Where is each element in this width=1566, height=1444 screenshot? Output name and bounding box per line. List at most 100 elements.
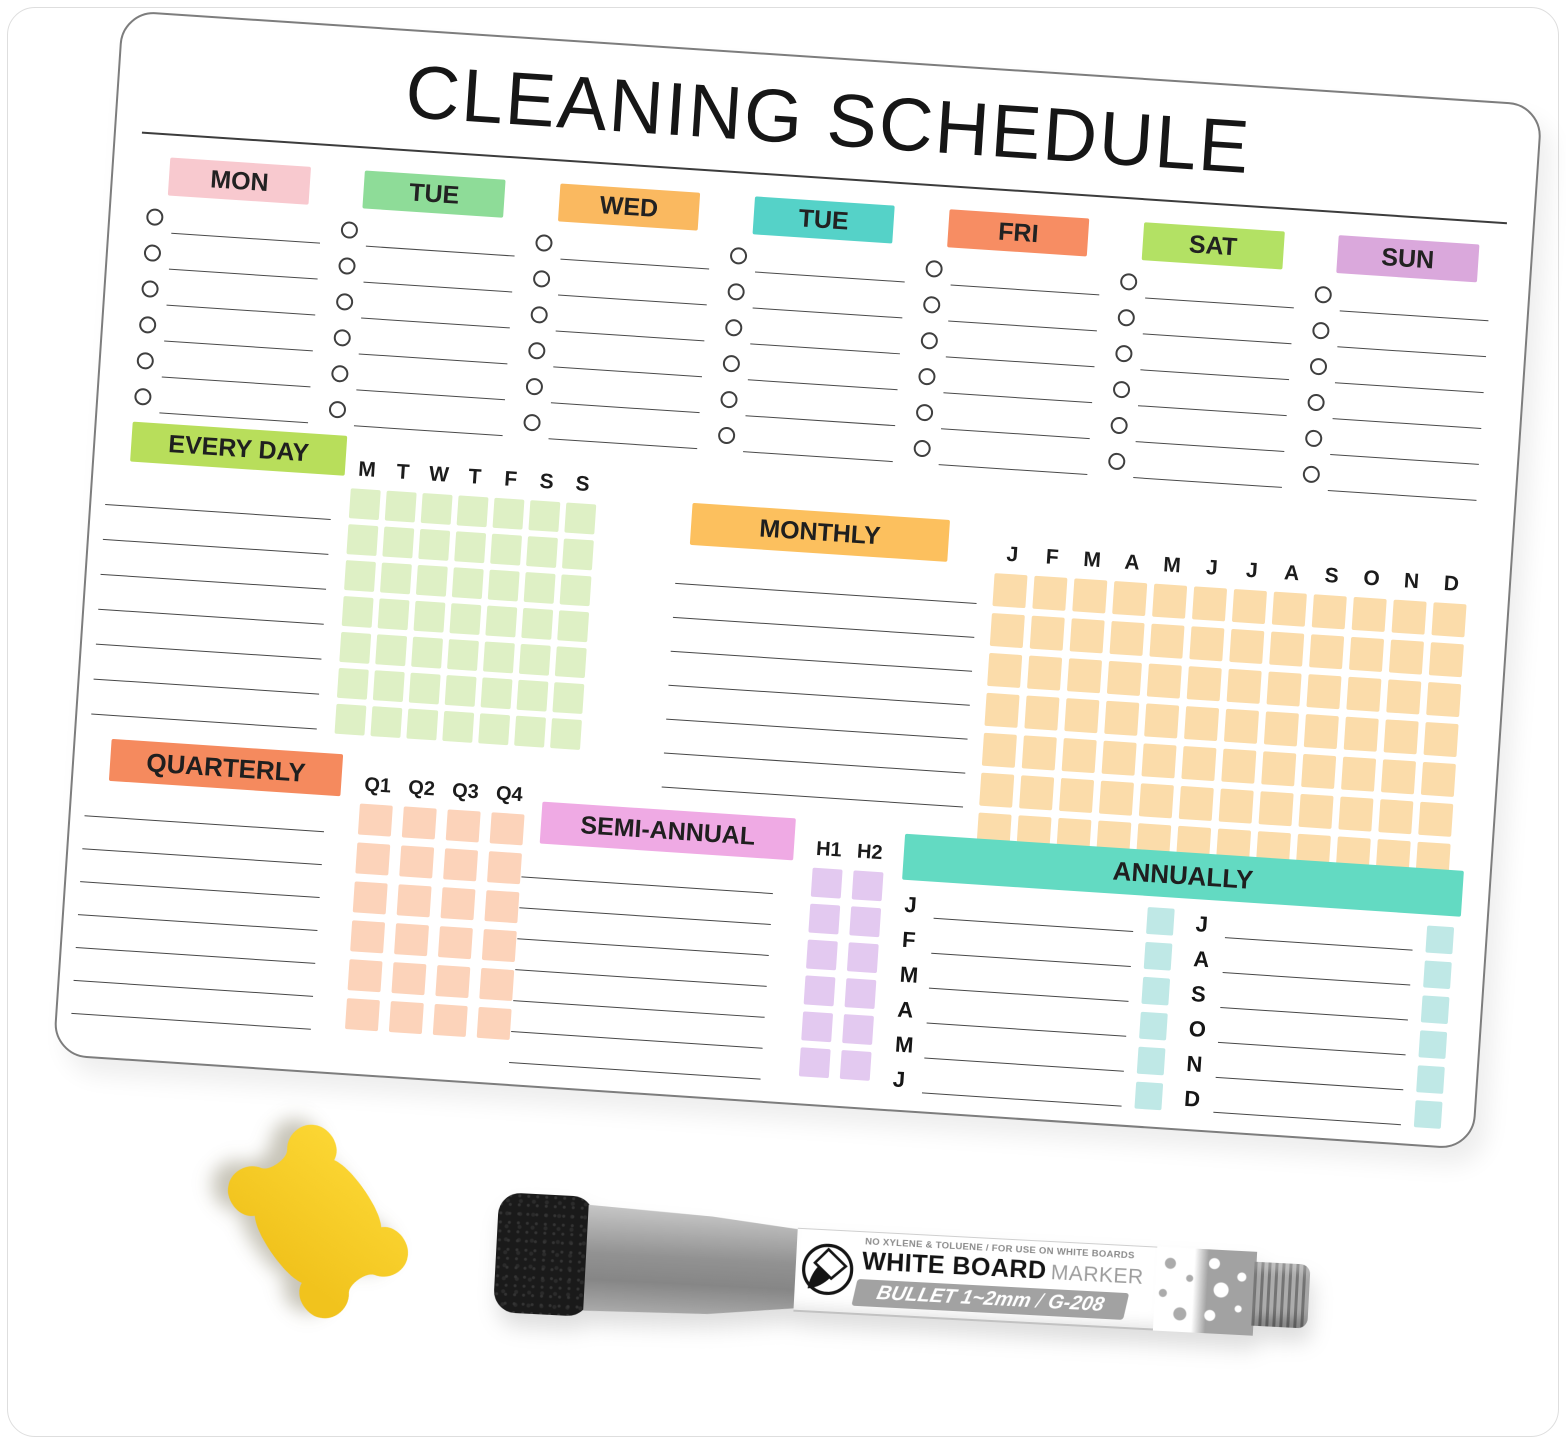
checkbox-circle — [1309, 357, 1328, 376]
day-header-tab: SAT — [1141, 222, 1285, 270]
grid-column-letter: A — [1123, 550, 1141, 575]
checkbox-circle — [725, 318, 744, 337]
annual-month-letter: J — [1194, 911, 1209, 937]
grid-check-cell — [1231, 588, 1268, 625]
grid-check-cell — [798, 1047, 831, 1079]
checkbox-circle — [1109, 416, 1128, 435]
marker-body-label: NO XYLENE & TOLUENE / FOR USE ON WHITE B… — [793, 1227, 1160, 1331]
grid-column-letter: H2 — [856, 840, 884, 864]
grid-check-cell — [1184, 706, 1220, 742]
grid-check-cell — [379, 562, 412, 595]
grid-check-cell — [564, 502, 597, 535]
annual-check-square — [1134, 1081, 1164, 1111]
grid-check-cell — [561, 538, 594, 571]
grid-check-cell — [1271, 591, 1307, 627]
checkbox-circle — [330, 364, 350, 383]
grid-check-cell — [1024, 695, 1060, 731]
grid-check-cell — [413, 600, 446, 633]
grid-check-cell — [344, 560, 376, 592]
grid-column-letter: J — [1245, 558, 1259, 583]
annual-writing-line — [1213, 1111, 1401, 1126]
grid-column-letter: S — [574, 472, 591, 497]
grid-check-cell — [1423, 721, 1459, 758]
grid-cells — [976, 573, 1467, 877]
grid-column-letter: Q1 — [363, 773, 392, 798]
annual-month-letter: J — [892, 1066, 906, 1093]
grid-check-cell — [1309, 634, 1345, 670]
grid-column-letter: S — [1323, 563, 1340, 588]
day-column: SUN — [1299, 234, 1501, 509]
grid-column-letter: J — [1005, 542, 1019, 567]
checkbox-circle — [333, 328, 352, 347]
checkbox-circle — [141, 279, 160, 299]
grid-check-cell — [1152, 583, 1188, 619]
grid-check-cell — [1388, 639, 1424, 675]
checkbox-circle — [136, 351, 155, 370]
grid-check-cell — [372, 670, 405, 703]
whiteboard-eraser — [202, 1097, 433, 1346]
grid-check-cell — [1346, 676, 1382, 712]
grid-check-cell — [480, 677, 513, 710]
grid-check-cell — [557, 610, 590, 643]
grid-check-cell — [420, 492, 453, 525]
checkbox-circle — [335, 292, 354, 311]
annual-month-letter: A — [896, 996, 915, 1023]
grid-cells — [344, 803, 525, 1040]
checkbox-circle — [1116, 308, 1136, 327]
every-day-lines — [91, 470, 333, 730]
checkbox-circle — [525, 377, 544, 396]
cleaning-schedule-whiteboard: CLEANING SCHEDULE MON TUE WED TUE FRI SAT SUN … — [52, 10, 1543, 1151]
grid-check-cell — [559, 574, 592, 607]
grid-check-cell — [408, 672, 441, 705]
grid-check-cell — [1226, 668, 1262, 704]
grid-check-cell — [384, 490, 417, 523]
grid-check-cell — [1418, 801, 1454, 837]
annual-check-square — [1425, 925, 1455, 955]
annual-check-square — [1413, 1100, 1443, 1129]
grid-check-cell — [516, 679, 549, 712]
grid-check-cell — [1021, 735, 1057, 771]
grid-check-cell — [1109, 620, 1145, 657]
whiteboard-marker: NO XYLENE & TOLUENE / FOR USE ON WHITE B… — [492, 1186, 1314, 1365]
grid-column-letter: T — [395, 460, 411, 485]
grid-check-cell — [1221, 748, 1257, 784]
grid-check-cell — [492, 497, 525, 530]
grid-check-cell — [487, 851, 522, 885]
grid-check-cell — [1027, 655, 1063, 691]
checkbox-circle — [915, 403, 934, 422]
grid-check-cell — [808, 903, 841, 935]
grid-check-cell — [1338, 796, 1374, 832]
grid-header-row: H1 H2 — [813, 836, 886, 867]
checkbox-circle — [133, 387, 152, 406]
grid-column-letter: W — [428, 462, 450, 487]
grid-check-cell — [357, 803, 393, 837]
checkbox-circle — [530, 305, 549, 324]
checkbox-circle — [535, 233, 554, 253]
quarterly-lines — [71, 783, 327, 1030]
grid-check-cell — [805, 939, 838, 971]
grid-check-cell — [481, 929, 517, 963]
checkbox-circle — [922, 295, 941, 314]
grid-check-cell — [1343, 716, 1379, 752]
writing-line — [743, 451, 893, 463]
eraser-bone-shape — [227, 1124, 409, 1319]
grid-check-cell — [528, 500, 561, 533]
grid-check-cell — [347, 959, 383, 993]
grid-check-cell — [411, 636, 444, 669]
marker-spec-slash: / — [1034, 1290, 1045, 1313]
grid-column-letter: T — [467, 465, 482, 489]
grid-check-cell — [1269, 631, 1305, 667]
day-task-rows — [131, 203, 330, 431]
day-header-tab: FRI — [946, 209, 1090, 257]
grid-check-cell — [1144, 703, 1180, 739]
grid-check-cell — [391, 962, 427, 996]
checkbox-circle — [1107, 452, 1126, 471]
day-column: TUE — [326, 169, 528, 444]
grid-check-cell — [1058, 777, 1095, 814]
grid-column-letter: M — [357, 457, 377, 482]
grid-column-letter: F — [503, 467, 518, 492]
checkbox-circle — [532, 269, 551, 288]
checkbox-circle — [1314, 285, 1333, 304]
checkbox-circle — [523, 413, 542, 432]
